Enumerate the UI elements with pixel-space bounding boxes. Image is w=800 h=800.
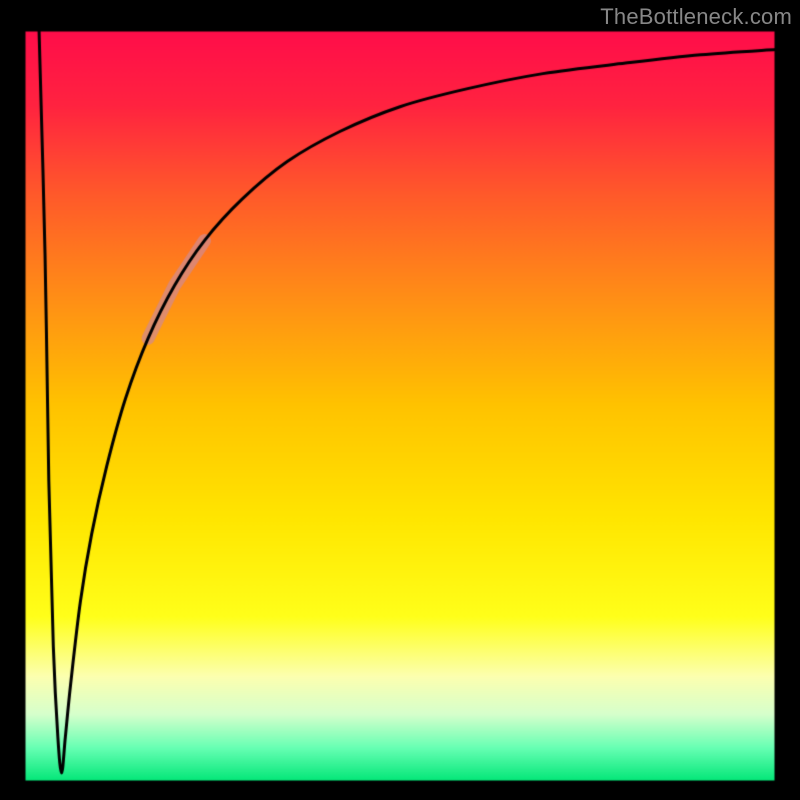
watermark-text: TheBottleneck.com — [600, 4, 792, 30]
bottleneck-curve-plot — [0, 0, 800, 800]
chart-stage: TheBottleneck.com — [0, 0, 800, 800]
